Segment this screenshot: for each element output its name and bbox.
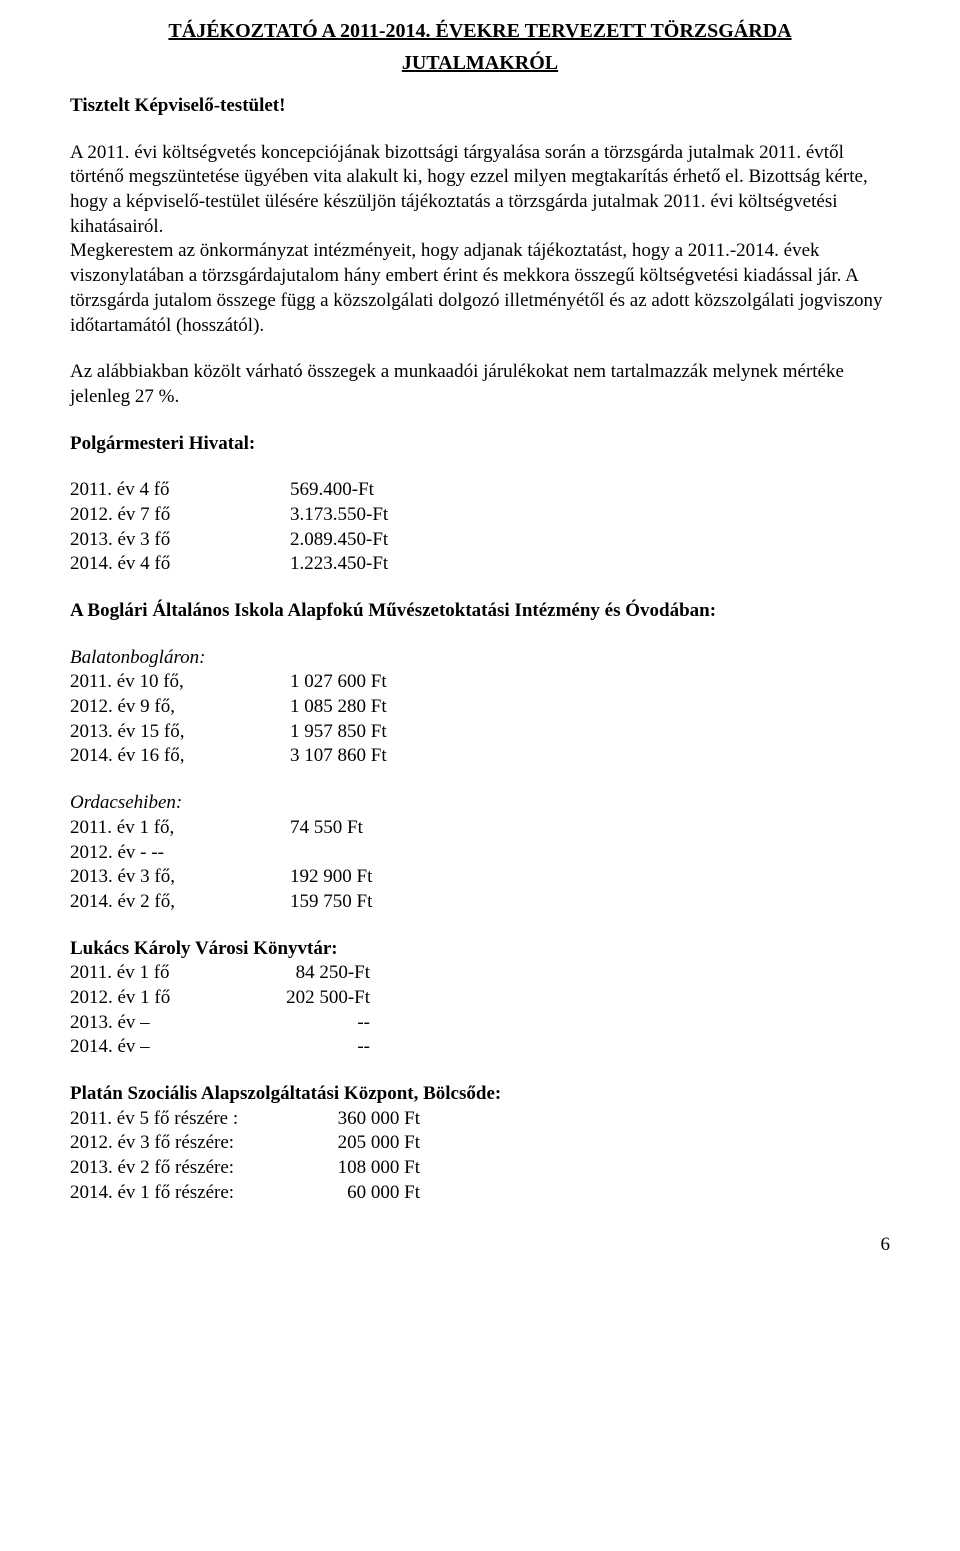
data-row: 2011. év 1 fő, 74 550 Ft bbox=[70, 816, 890, 841]
data-row: 2013. év 3 fő 2.089.450-Ft bbox=[70, 528, 890, 553]
row-value: 159 750 Ft bbox=[290, 890, 890, 915]
data-row: 2011. év 10 fő, 1 027 600 Ft bbox=[70, 670, 890, 695]
row-value: 1.223.450-Ft bbox=[290, 552, 890, 577]
row-value: 360 000 Ft bbox=[320, 1107, 420, 1132]
row-label: 2011. év 1 fő bbox=[70, 961, 240, 986]
row-label: 2013. év 3 fő bbox=[70, 528, 290, 553]
data-row: 2014. év 2 fő, 159 750 Ft bbox=[70, 890, 890, 915]
section-heading-platan: Platán Szociális Alapszolgáltatási Közpo… bbox=[70, 1082, 890, 1107]
row-value: 2.089.450-Ft bbox=[290, 528, 890, 553]
body-paragraph-2: Megkerestem az önkormányzat intézményeit… bbox=[70, 240, 883, 335]
data-row: 2013. év – -- bbox=[70, 1011, 890, 1036]
data-row: 2012. év 9 fő, 1 085 280 Ft bbox=[70, 695, 890, 720]
row-label: 2012. év 3 fő részére: bbox=[70, 1131, 320, 1156]
row-value: -- bbox=[240, 1011, 370, 1036]
data-row: 2012. év - -- bbox=[70, 841, 890, 866]
row-label: 2013. év – bbox=[70, 1011, 240, 1036]
row-value: 202 500-Ft bbox=[240, 986, 370, 1011]
body-paragraph-3: Az alábbiakban közölt várható összegek a… bbox=[70, 361, 844, 407]
page-number: 6 bbox=[70, 1233, 890, 1258]
row-label: 2014. év 16 fő, bbox=[70, 744, 290, 769]
row-value: 3 107 860 Ft bbox=[290, 744, 890, 769]
row-label: 2012. év 1 fő bbox=[70, 986, 240, 1011]
row-label: 2012. év 7 fő bbox=[70, 503, 290, 528]
row-label: 2011. év 4 fő bbox=[70, 478, 290, 503]
row-label: 2011. év 5 fő részére : bbox=[70, 1107, 320, 1132]
row-value bbox=[290, 841, 890, 866]
row-label: 2014. év 1 fő részére: bbox=[70, 1181, 320, 1206]
row-value: 1 027 600 Ft bbox=[290, 670, 890, 695]
document-title: TÁJÉKOZTATÓ A 2011-2014. ÉVEKRE TERVEZET… bbox=[70, 18, 890, 44]
section-heading-iskola: A Boglári Általános Iskola Alapfokú Művé… bbox=[70, 599, 890, 624]
data-row: 2011. év 4 fő 569.400-Ft bbox=[70, 478, 890, 503]
row-label: 2012. év 9 fő, bbox=[70, 695, 290, 720]
data-row: 2013. év 3 fő, 192 900 Ft bbox=[70, 865, 890, 890]
data-row: 2013. év 2 fő részére: 108 000 Ft bbox=[70, 1156, 890, 1181]
row-value: 569.400-Ft bbox=[290, 478, 890, 503]
row-value: 192 900 Ft bbox=[290, 865, 890, 890]
subsection-heading-ordacsehi: Ordacsehiben: bbox=[70, 791, 890, 816]
row-label: 2013. év 2 fő részére: bbox=[70, 1156, 320, 1181]
document-subtitle: JUTALMAKRÓL bbox=[70, 50, 890, 76]
data-row: 2014. év 4 fő 1.223.450-Ft bbox=[70, 552, 890, 577]
section-heading-hivatal: Polgármesteri Hivatal: bbox=[70, 432, 890, 457]
row-value: 3.173.550-Ft bbox=[290, 503, 890, 528]
row-label: 2014. év – bbox=[70, 1035, 240, 1060]
row-value: 1 957 850 Ft bbox=[290, 720, 890, 745]
row-label: 2012. év - -- bbox=[70, 841, 290, 866]
subsection-heading-balaton: Balatonbogláron: bbox=[70, 646, 890, 671]
row-label: 2011. év 1 fő, bbox=[70, 816, 290, 841]
data-row: 2014. év – -- bbox=[70, 1035, 890, 1060]
row-value: 84 250-Ft bbox=[240, 961, 370, 986]
row-label: 2013. év 3 fő, bbox=[70, 865, 290, 890]
greeting: Tisztelt Képviselő-testület! bbox=[70, 94, 890, 119]
body-paragraph-1: A 2011. évi költségvetés koncepciójának … bbox=[70, 142, 868, 237]
data-row: 2012. év 1 fő 202 500-Ft bbox=[70, 986, 890, 1011]
row-value: 205 000 Ft bbox=[320, 1131, 420, 1156]
section-heading-konyvtar: Lukács Károly Városi Könyvtár: bbox=[70, 937, 890, 962]
data-row: 2011. év 5 fő részére : 360 000 Ft bbox=[70, 1107, 890, 1132]
row-label: 2014. év 2 fő, bbox=[70, 890, 290, 915]
row-label: 2014. év 4 fő bbox=[70, 552, 290, 577]
row-label: 2013. év 15 fő, bbox=[70, 720, 290, 745]
data-row: 2013. év 15 fő, 1 957 850 Ft bbox=[70, 720, 890, 745]
row-value: 1 085 280 Ft bbox=[290, 695, 890, 720]
data-row: 2014. év 16 fő, 3 107 860 Ft bbox=[70, 744, 890, 769]
row-value: -- bbox=[240, 1035, 370, 1060]
data-row: 2012. év 7 fő 3.173.550-Ft bbox=[70, 503, 890, 528]
data-row: 2012. év 3 fő részére: 205 000 Ft bbox=[70, 1131, 890, 1156]
row-value: 60 000 Ft bbox=[320, 1181, 420, 1206]
row-value: 108 000 Ft bbox=[320, 1156, 420, 1181]
row-label: 2011. év 10 fő, bbox=[70, 670, 290, 695]
data-row: 2011. év 1 fő 84 250-Ft bbox=[70, 961, 890, 986]
row-value: 74 550 Ft bbox=[290, 816, 890, 841]
data-row: 2014. év 1 fő részére: 60 000 Ft bbox=[70, 1181, 890, 1206]
